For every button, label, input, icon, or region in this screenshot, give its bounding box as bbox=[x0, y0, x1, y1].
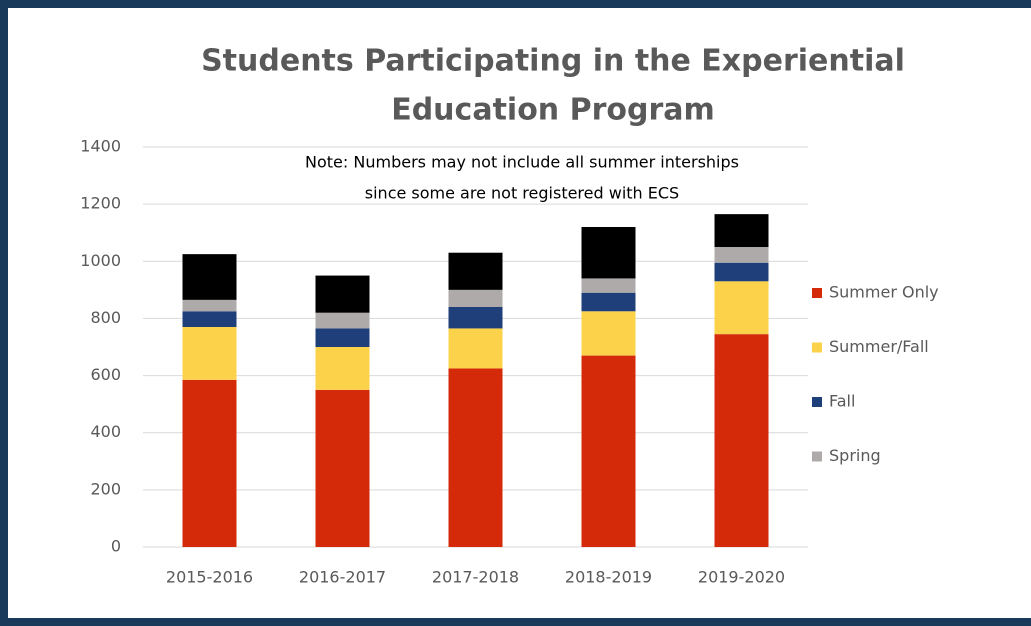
annotation: Note: Numbers may not include all summer… bbox=[305, 153, 739, 172]
x-tick-label: 2017-2018 bbox=[432, 568, 519, 587]
bar-segment bbox=[315, 347, 370, 390]
y-tick-label: 1000 bbox=[80, 251, 121, 270]
bar-segment bbox=[448, 328, 503, 369]
legend-swatch bbox=[812, 397, 822, 407]
bar-segment bbox=[315, 328, 370, 347]
bar-segment bbox=[714, 262, 769, 282]
background bbox=[8, 8, 1031, 618]
bar-segment bbox=[714, 214, 769, 247]
bar-segment bbox=[581, 311, 636, 356]
bar-segment bbox=[714, 281, 769, 335]
bar-segment bbox=[448, 289, 503, 307]
bar-segment bbox=[315, 312, 370, 329]
x-tick-label: 2018-2019 bbox=[565, 568, 652, 587]
y-tick-label: 800 bbox=[90, 308, 121, 327]
bar-segment bbox=[581, 355, 636, 547]
bar-segment bbox=[581, 278, 636, 293]
legend-label: Spring bbox=[829, 446, 881, 465]
y-tick-label: 200 bbox=[90, 479, 121, 498]
bar-segment bbox=[315, 389, 370, 547]
bar-segment bbox=[182, 299, 237, 312]
bar-segment bbox=[182, 327, 237, 380]
y-tick-label: 0 bbox=[111, 537, 121, 556]
bar-segment bbox=[448, 307, 503, 329]
bar-segment bbox=[182, 379, 237, 547]
legend-swatch bbox=[812, 451, 822, 462]
legend-label: Fall bbox=[829, 392, 855, 411]
bar-segment bbox=[714, 247, 769, 263]
x-tick-label: 2019-2020 bbox=[698, 568, 785, 587]
legend-swatch bbox=[812, 288, 822, 298]
y-tick-label: 600 bbox=[90, 365, 121, 384]
y-tick-label: 400 bbox=[90, 422, 121, 441]
x-tick-label: 2015-2016 bbox=[166, 568, 253, 587]
bar-segment bbox=[182, 311, 237, 327]
legend-swatch bbox=[812, 342, 822, 353]
bar-segment bbox=[581, 292, 636, 312]
y-tick-label: 1400 bbox=[80, 137, 121, 156]
bar-segment bbox=[581, 227, 636, 279]
chart-title: Education Program bbox=[391, 93, 715, 128]
x-tick-label: 2016-2017 bbox=[299, 568, 386, 587]
chart-title: Students Participating in the Experienti… bbox=[201, 44, 905, 79]
legend-label: Summer/Fall bbox=[829, 337, 929, 356]
bar-segment bbox=[182, 254, 237, 300]
annotation: since some are not registered with ECS bbox=[365, 184, 679, 203]
bar-segment bbox=[448, 368, 503, 547]
bar-segment bbox=[448, 252, 503, 290]
legend-label: Summer Only bbox=[829, 283, 939, 302]
y-tick-label: 1200 bbox=[80, 194, 121, 213]
bar-segment bbox=[315, 275, 370, 313]
bar-segment bbox=[714, 334, 769, 547]
